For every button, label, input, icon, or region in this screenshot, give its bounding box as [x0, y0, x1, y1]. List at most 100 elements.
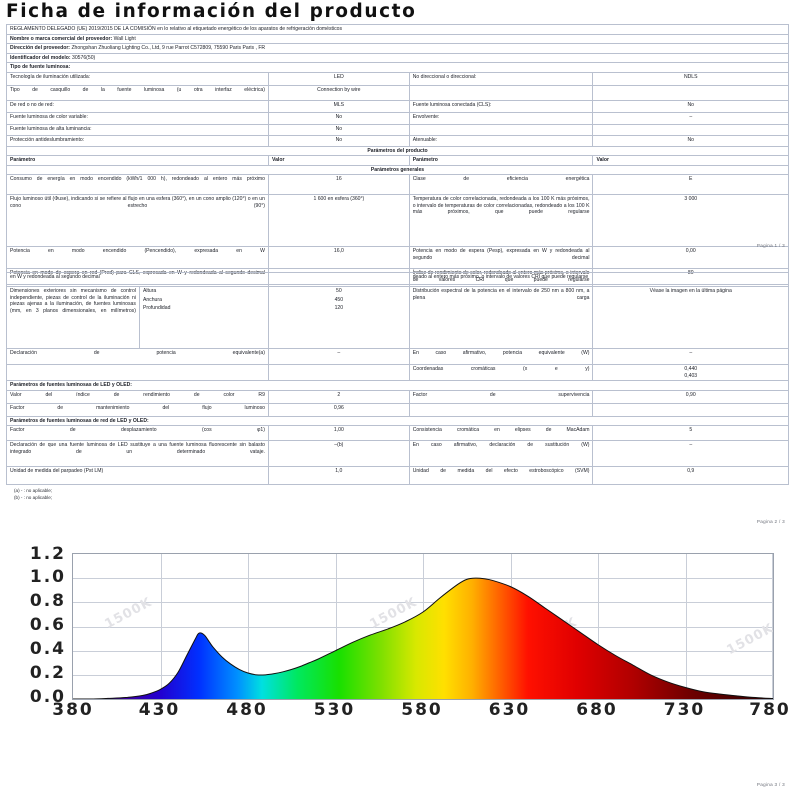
x-tick-1: 430	[138, 700, 181, 720]
regulation-row: REGLAMENTO DELEGADO (UE) 2019/2015 DE LA…	[6, 24, 789, 35]
dimension-value-1: 450	[334, 296, 344, 303]
y-tick-6: 1.2	[29, 544, 66, 564]
svm-value: 0,9	[592, 466, 789, 486]
regulation-text: REGLAMENTO DELEGADO (UE) 2019/2015 DE LA…	[6, 24, 789, 35]
param2-left-label: Potencia en modo encendido (Pencendido),…	[6, 246, 269, 270]
dimension-name-1: Anchura	[142, 296, 162, 303]
mains-led-oled-section-row: Parámetros de fuentes luminosas de red d…	[6, 415, 789, 427]
page-mark-3: Pagina 3 / 3	[756, 782, 785, 787]
x-tick-2: 480	[226, 700, 268, 720]
substitution-label: Declaración de que una fuente luminosa d…	[6, 440, 269, 468]
x-tick-8: 780	[749, 700, 791, 720]
table-row: Consumo de energía en modo encendido (kW…	[6, 174, 789, 196]
row4-left-value: No	[267, 123, 410, 136]
supplier-name-label: Nombre o marca comercial del proveedor:	[10, 35, 113, 42]
flicker-label: Unidad de medida del parpadeo (Pst LM)	[6, 466, 269, 486]
row1-right-label	[408, 84, 594, 101]
row5-left-label: Protección antideslumbramiento:	[6, 134, 269, 147]
vgridline-680	[598, 554, 599, 699]
row0-right-value: NDLS	[592, 71, 789, 86]
row3-right-value: –	[592, 111, 789, 125]
blank-cell-mid	[267, 363, 410, 382]
light-source-type-label: Tipo de fuente luminosa:	[6, 62, 789, 73]
chart-y-axis: 0.0 0.2 0.4 0.6 0.8 1.0 1.2	[6, 544, 66, 707]
param0-left-label: Consumo de energía en modo encendido (kW…	[6, 174, 269, 196]
chart-x-axis: 380 430 480 530 580 630 680 730 780	[52, 700, 789, 726]
row1-left-label: Tipo de casquillo de la fuente luminosa …	[6, 84, 269, 101]
table-row: en W y redondeada al segundo decimal dea…	[6, 272, 789, 287]
table-row: Tecnología de iluminación utilizada: LED…	[6, 71, 789, 86]
table-row: Coordenadas cromáticas (x e y) 0,440 0,4…	[6, 363, 789, 382]
param1-left-label: Flujo luminoso útil (Φuse), indicando si…	[6, 194, 269, 248]
table-row: Factor de desplazamiento (cos φ1) 1,00 C…	[6, 425, 789, 442]
blank-cell-far-right	[592, 402, 789, 417]
product-parameters-title: Parámetros del producto	[6, 145, 789, 157]
dimension-name-0: Altura	[142, 288, 157, 294]
vgridline-780	[772, 554, 773, 699]
vgridline-530	[335, 554, 337, 699]
y-tick-0: 0.0	[29, 687, 66, 707]
param2-right-label: Potencia en modo de espera (Pesp), expre…	[408, 246, 594, 270]
param1-left-value: 1 600 en esfera (360°)	[267, 194, 410, 248]
supplier-name-row: Nombre o marca comercial del proveedor: …	[6, 33, 789, 45]
chromaticity-value: 0,440 0,403	[592, 363, 789, 382]
product-info-table-1: REGLAMENTO DELEGADO (UE) 2019/2015 DE LA…	[6, 24, 789, 286]
x-tick-0: 380	[52, 700, 94, 720]
page-mark-1: Pagina 1 / 3	[756, 243, 785, 248]
dimensions-row: Dimensiones exteriores sin mecanismo de …	[6, 286, 789, 349]
footnote-b: (b) - : no aplicable;	[14, 494, 53, 500]
spectral-power-distribution-chart: 0.0 0.2 0.4 0.6 0.8 1.0 1.2	[0, 544, 795, 730]
param0-right-label: Clase de eficiencia energética	[408, 174, 594, 196]
led-oled-section-row: Parámetros de fuentes luminosas de LED y…	[6, 380, 789, 391]
param2-right-value: 0,00	[592, 246, 789, 270]
y-tick-3: 0.6	[29, 615, 66, 635]
param1-right-value: 3 000	[592, 194, 789, 248]
row3-right-label: Envolvente:	[408, 111, 594, 125]
x-tick-4: 580	[401, 700, 443, 720]
r9-label: Valor del índice de rendimiento de color…	[6, 389, 269, 404]
dimension-value-2: 120	[334, 305, 344, 312]
supplier-address-row: Dirección del proveedor: Zhongshan Zhuol…	[6, 43, 789, 54]
row5-left-value: No	[267, 134, 410, 147]
row1-left-value: Connection by wire	[267, 84, 410, 101]
spectral-distribution-label: Distribución espectral de la potencia en…	[408, 286, 594, 349]
dimensions-values-cell: 50 450 120	[267, 286, 410, 349]
general-parameters-header-row: Parámetros generales	[6, 164, 789, 176]
equivalent-power-value: –	[267, 348, 410, 365]
x-tick-6: 680	[576, 700, 618, 720]
model-label: Identificador del modelo:	[10, 54, 71, 61]
page-mark-2: Pagina 2 / 3	[756, 519, 785, 524]
spectral-distribution-value: Véase la imagen en la última página	[592, 286, 789, 349]
row3-left-value: No	[267, 111, 410, 125]
lumen-maintenance-label: Factor de mantenimiento del flujo lumino…	[6, 402, 269, 417]
displacement-factor-label: Factor de desplazamiento (cos φ1)	[6, 425, 269, 442]
row2-left-value: MLS	[267, 99, 410, 113]
row4-left-label: Fuente luminosa de alta luminancia:	[6, 123, 269, 136]
table-row: De red o no de red: MLS Fuente luminosa …	[6, 99, 789, 113]
substitution-right-label: En caso afirmativo, declaración de susti…	[408, 440, 594, 468]
supplier-name-value: Wall Light	[113, 35, 136, 42]
light-source-type-row: Tipo de fuente luminosa:	[6, 62, 789, 73]
equivalent-power-label: Declaración de potencia equivalente(a)	[6, 348, 269, 365]
footnotes: (a) - : no aplicable; (b) - : no aplicab…	[14, 488, 795, 502]
lumen-maintenance-value: 0,96	[267, 402, 410, 417]
row3-left-label: Fuente luminosa de color variable:	[6, 111, 269, 125]
table-row: Fuente luminosa de color variable: No En…	[6, 111, 789, 125]
product-info-table-2: en W y redondeada al segundo decimal dea…	[6, 272, 789, 486]
row0-left-value: LED	[267, 71, 410, 86]
row5-right-label: Atenuable:	[408, 134, 594, 147]
table-row: Declaración de potencia equivalente(a) –…	[6, 348, 789, 365]
svm-label: Unidad de medida del efecto estroboscópi…	[408, 466, 594, 486]
survival-factor-value: 0,90	[592, 389, 789, 404]
header-parameter-left: Parámetro	[6, 155, 269, 166]
flicker-value: 1,0	[267, 466, 410, 486]
vgridline-480	[248, 554, 249, 699]
table-row: Flujo luminoso útil (Φuse), indicando si…	[6, 194, 789, 248]
blank-cell-right	[408, 402, 594, 417]
row1-right-value	[592, 84, 789, 101]
y-tick-4: 0.8	[29, 591, 66, 611]
x-tick-3: 530	[313, 700, 356, 720]
equivalent-power-right-label: En caso afirmativo, potencia equivalente…	[408, 348, 594, 365]
dimensions-names-cell: Altura Anchura Profundidad	[138, 286, 269, 349]
equivalent-power-right-value: –	[592, 348, 789, 365]
